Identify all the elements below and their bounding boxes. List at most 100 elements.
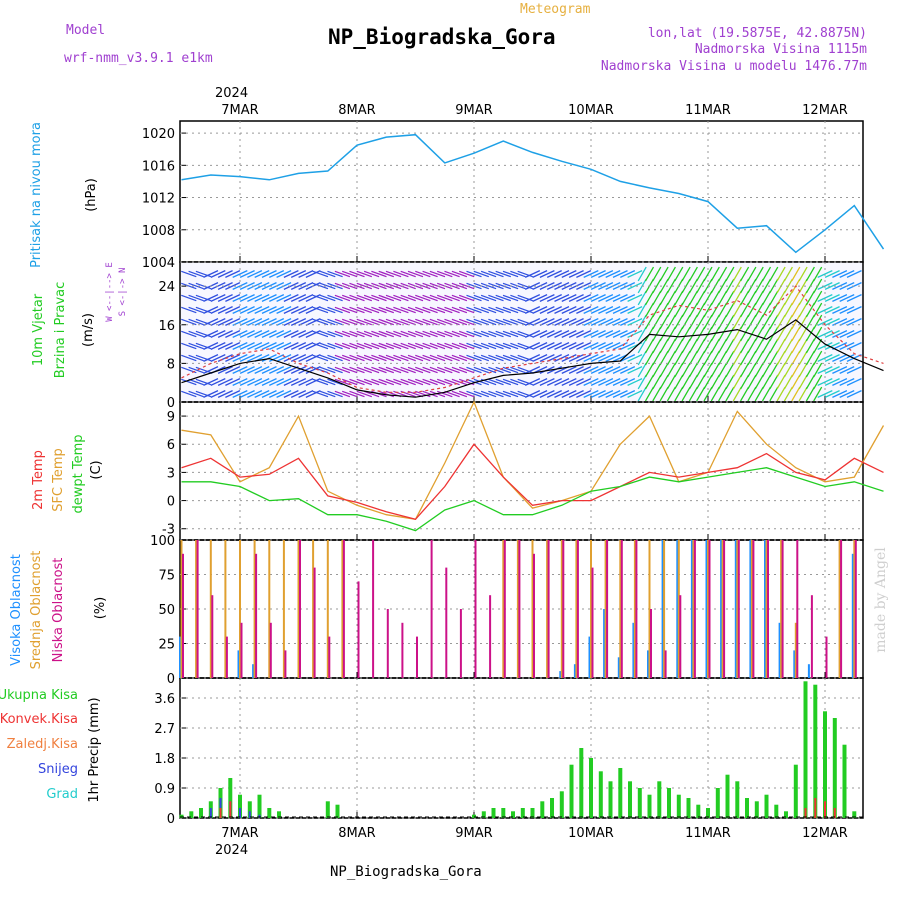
wind-barb: [488, 294, 504, 302]
wind-barb: [378, 282, 395, 290]
wind-barb: [532, 270, 548, 278]
wind-barb: [725, 290, 735, 306]
wind-barb: [805, 290, 815, 306]
wind-barb: [846, 366, 862, 374]
wind-barb: [458, 354, 475, 362]
cloud-low-bar: [752, 540, 755, 678]
wind-barb: [283, 306, 299, 314]
wind-barb: [817, 354, 833, 362]
wind-barb: [312, 342, 329, 350]
wind-barb: [666, 302, 676, 318]
wind-barb: [232, 270, 248, 278]
wind-barb: [824, 294, 840, 302]
cloud-low-bar: [606, 540, 609, 678]
wind-barb: [805, 338, 815, 354]
cloud-high-bar: [807, 664, 810, 678]
wind-barb: [637, 326, 647, 342]
wind-barb: [627, 330, 643, 338]
cloud-mid-bar: [180, 540, 183, 678]
wind-barb: [598, 306, 614, 314]
wind-barb: [349, 366, 365, 374]
wind-barb: [703, 338, 713, 354]
wind-barb: [510, 366, 526, 374]
wind-barb: [407, 318, 424, 326]
precip-conv-bar: [804, 808, 807, 818]
wind-barb: [341, 330, 358, 338]
cloud-low-bar: [723, 540, 726, 678]
wind-barb: [732, 326, 742, 342]
cloud-low-bar: [416, 636, 418, 678]
wind-barb: [576, 294, 592, 302]
wind-barb: [524, 282, 541, 290]
wind-barb: [466, 270, 482, 278]
temp-unit: (C): [89, 460, 104, 479]
precip-total-bar: [628, 781, 632, 818]
wind-barb: [356, 282, 373, 290]
wind-barb: [393, 294, 409, 302]
wind-barb: [203, 366, 219, 374]
cloud-high-bar: [603, 609, 606, 678]
wind-barb: [754, 350, 764, 366]
wind-barb: [783, 362, 793, 378]
dewpoint-ylabel: dewpt Temp: [71, 434, 86, 513]
wind-barb: [363, 306, 380, 314]
wind-barb: [188, 366, 204, 374]
wind-barb: [652, 338, 662, 354]
wind-barb: [674, 338, 684, 354]
precip-total-bar: [589, 758, 593, 818]
wind-barb: [532, 294, 548, 302]
wind-barb: [740, 374, 750, 390]
wind-barb: [451, 282, 468, 290]
wind-barb: [798, 326, 808, 342]
wind-barb: [590, 294, 606, 302]
dewpoint-line: [181, 467, 884, 532]
wind-barb: [524, 318, 541, 326]
cloud-mid-bar: [502, 540, 505, 678]
wind-barb: [466, 366, 482, 374]
wind-barb: [637, 386, 647, 402]
wind-barb: [415, 318, 431, 326]
wind-barb: [327, 282, 343, 290]
wind-barb: [181, 330, 197, 338]
wind-barb: [710, 302, 720, 318]
tsfc-ylabel: SFC Temp: [51, 448, 66, 512]
wind-barb: [495, 294, 512, 302]
wind-barb: [732, 266, 742, 282]
precip-snow-bar: [248, 811, 251, 818]
precip-total-bar: [754, 801, 759, 818]
wind-barb: [539, 390, 555, 398]
wind-barb: [451, 294, 468, 302]
wind-barb: [341, 390, 358, 398]
wind-barb: [568, 270, 584, 278]
wind-barb: [732, 302, 742, 318]
wind-barb: [798, 338, 808, 354]
wind-barb: [407, 366, 424, 374]
wind-barb: [415, 354, 431, 362]
wind-barb: [305, 366, 321, 374]
cloud-high-ylabel: Visoka Oblacnost: [9, 554, 24, 666]
wind-barb: [769, 374, 779, 390]
wind-barb: [502, 342, 519, 350]
wind-barb: [532, 330, 548, 338]
cloud-high-bar: [559, 671, 562, 678]
wind-speed-line: [181, 319, 884, 398]
precip-total-bar: [715, 788, 720, 818]
wind-barb: [232, 306, 248, 314]
wind-barb: [620, 318, 636, 326]
wind-barb: [659, 278, 669, 294]
wind-barb: [761, 314, 772, 330]
wind-barb: [422, 354, 438, 362]
wind-barb: [539, 330, 555, 338]
cloud-mid-bar: [282, 540, 285, 678]
precip-total-bar: [325, 801, 330, 818]
wind-barb: [839, 330, 855, 338]
wind-unit: (m/s): [81, 313, 96, 347]
wind-barb: [832, 342, 848, 350]
wind-barb: [666, 326, 676, 342]
wind-barb: [769, 314, 779, 330]
wind-barb: [696, 338, 706, 354]
wind-barb: [254, 318, 270, 326]
wind-barb: [349, 330, 365, 338]
wind-barb: [718, 290, 728, 306]
cloud-mid-bar: [721, 540, 724, 678]
